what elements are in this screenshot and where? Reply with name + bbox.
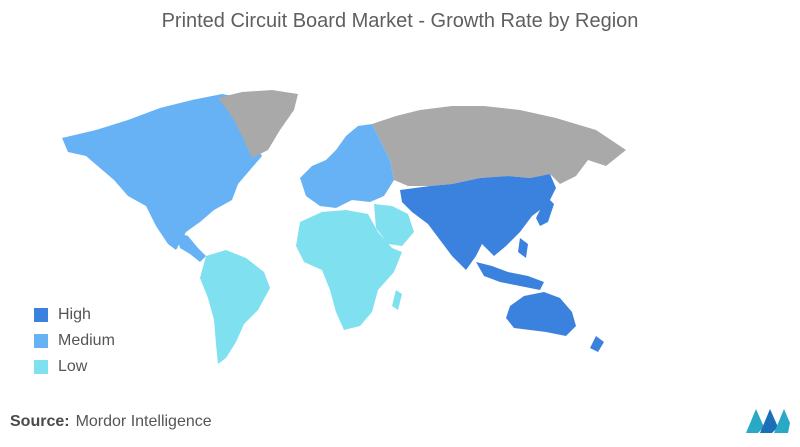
- legend-swatch-high: [34, 308, 48, 322]
- region-north-america: [62, 94, 262, 250]
- source-note: Source: Mordor Intelligence: [10, 413, 212, 431]
- region-europe: [300, 124, 394, 208]
- legend: High Medium Low: [34, 302, 115, 380]
- legend-label: Medium: [58, 332, 115, 349]
- chart-title: Printed Circuit Board Market - Growth Ra…: [161, 10, 639, 32]
- region-central-america: [176, 232, 206, 262]
- legend-swatch-medium: [34, 334, 48, 348]
- legend-item-high: High: [34, 302, 115, 328]
- region-southeast-islands: [476, 262, 544, 290]
- legend-item-medium: Medium: [34, 328, 115, 354]
- region-philippines: [518, 238, 528, 258]
- region-russia: [372, 106, 626, 186]
- region-middle-east: [374, 204, 414, 246]
- region-australia: [506, 292, 576, 336]
- legend-swatch-low: [34, 360, 48, 374]
- source-text: Mordor Intelligence: [75, 413, 212, 430]
- region-greenland: [218, 90, 298, 158]
- legend-item-low: Low: [34, 354, 115, 380]
- region-madagascar: [392, 290, 402, 310]
- legend-label: Low: [58, 358, 88, 375]
- region-south-america: [200, 250, 270, 364]
- source-prefix: Source:: [10, 413, 70, 430]
- region-asia-pacific: [400, 174, 556, 270]
- legend-label: High: [58, 306, 91, 323]
- region-new-zealand: [590, 336, 604, 352]
- region-japan: [536, 196, 554, 226]
- mordor-intelligence-logo: [746, 409, 790, 433]
- region-africa: [296, 210, 402, 330]
